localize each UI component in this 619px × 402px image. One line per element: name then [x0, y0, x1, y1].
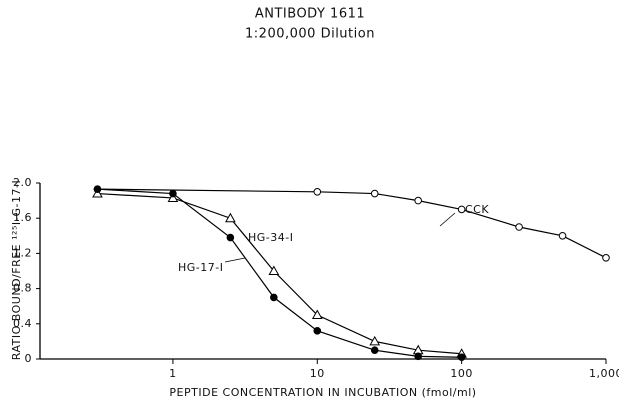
marker: [169, 189, 177, 198]
marker: [225, 212, 236, 223]
y-tick-label: 1.6: [13, 211, 32, 224]
series-label: CCK: [465, 203, 489, 216]
marker: [457, 353, 466, 362]
label-leader: [224, 257, 246, 263]
y-tick-label: 0.8: [13, 282, 32, 295]
marker: [457, 205, 466, 214]
label-leader: [439, 212, 456, 227]
marker: [602, 253, 610, 262]
y-tick-label: 0: [25, 352, 33, 365]
marker: [370, 189, 379, 198]
marker: [515, 223, 523, 231]
series-label: HG-34-I: [248, 231, 293, 244]
marker: [313, 327, 322, 335]
x-tick-label: 100: [450, 367, 473, 380]
x-tick-label: 1: [169, 367, 177, 380]
y-tick-label: 0.4: [13, 317, 32, 330]
marker: [270, 293, 278, 302]
marker: [414, 196, 422, 205]
label-leader: [239, 229, 248, 239]
marker: [369, 335, 381, 346]
chart-title: ANTIBODY 1611: [255, 7, 365, 22]
x-tick-label: 1,000: [589, 367, 619, 380]
marker: [268, 265, 280, 275]
y-tick-label: 1.2: [13, 246, 32, 259]
marker: [414, 352, 422, 361]
y-axis-label: RATIO BOUND/FREE ¹²⁵I-G-17-I: [10, 180, 23, 360]
y-tick-label: 2.0: [13, 176, 32, 189]
marker: [92, 188, 103, 198]
x-axis-label: PEPTIDE CONCENTRATION IN INCUBATION (fmo…: [169, 386, 476, 399]
marker: [226, 233, 235, 242]
marker: [311, 309, 323, 319]
series-line: [97, 188, 462, 358]
marker: [313, 188, 322, 196]
x-tick-label: 10: [310, 367, 325, 380]
marker: [167, 192, 179, 202]
chart-subtitle: 1:200,000 Dilution: [245, 27, 375, 42]
series-line: [97, 192, 462, 355]
marker: [558, 232, 567, 240]
marker: [370, 346, 379, 355]
marker: [93, 185, 102, 193]
series-line: [97, 188, 607, 259]
series-label: HG-17-I: [178, 261, 223, 274]
